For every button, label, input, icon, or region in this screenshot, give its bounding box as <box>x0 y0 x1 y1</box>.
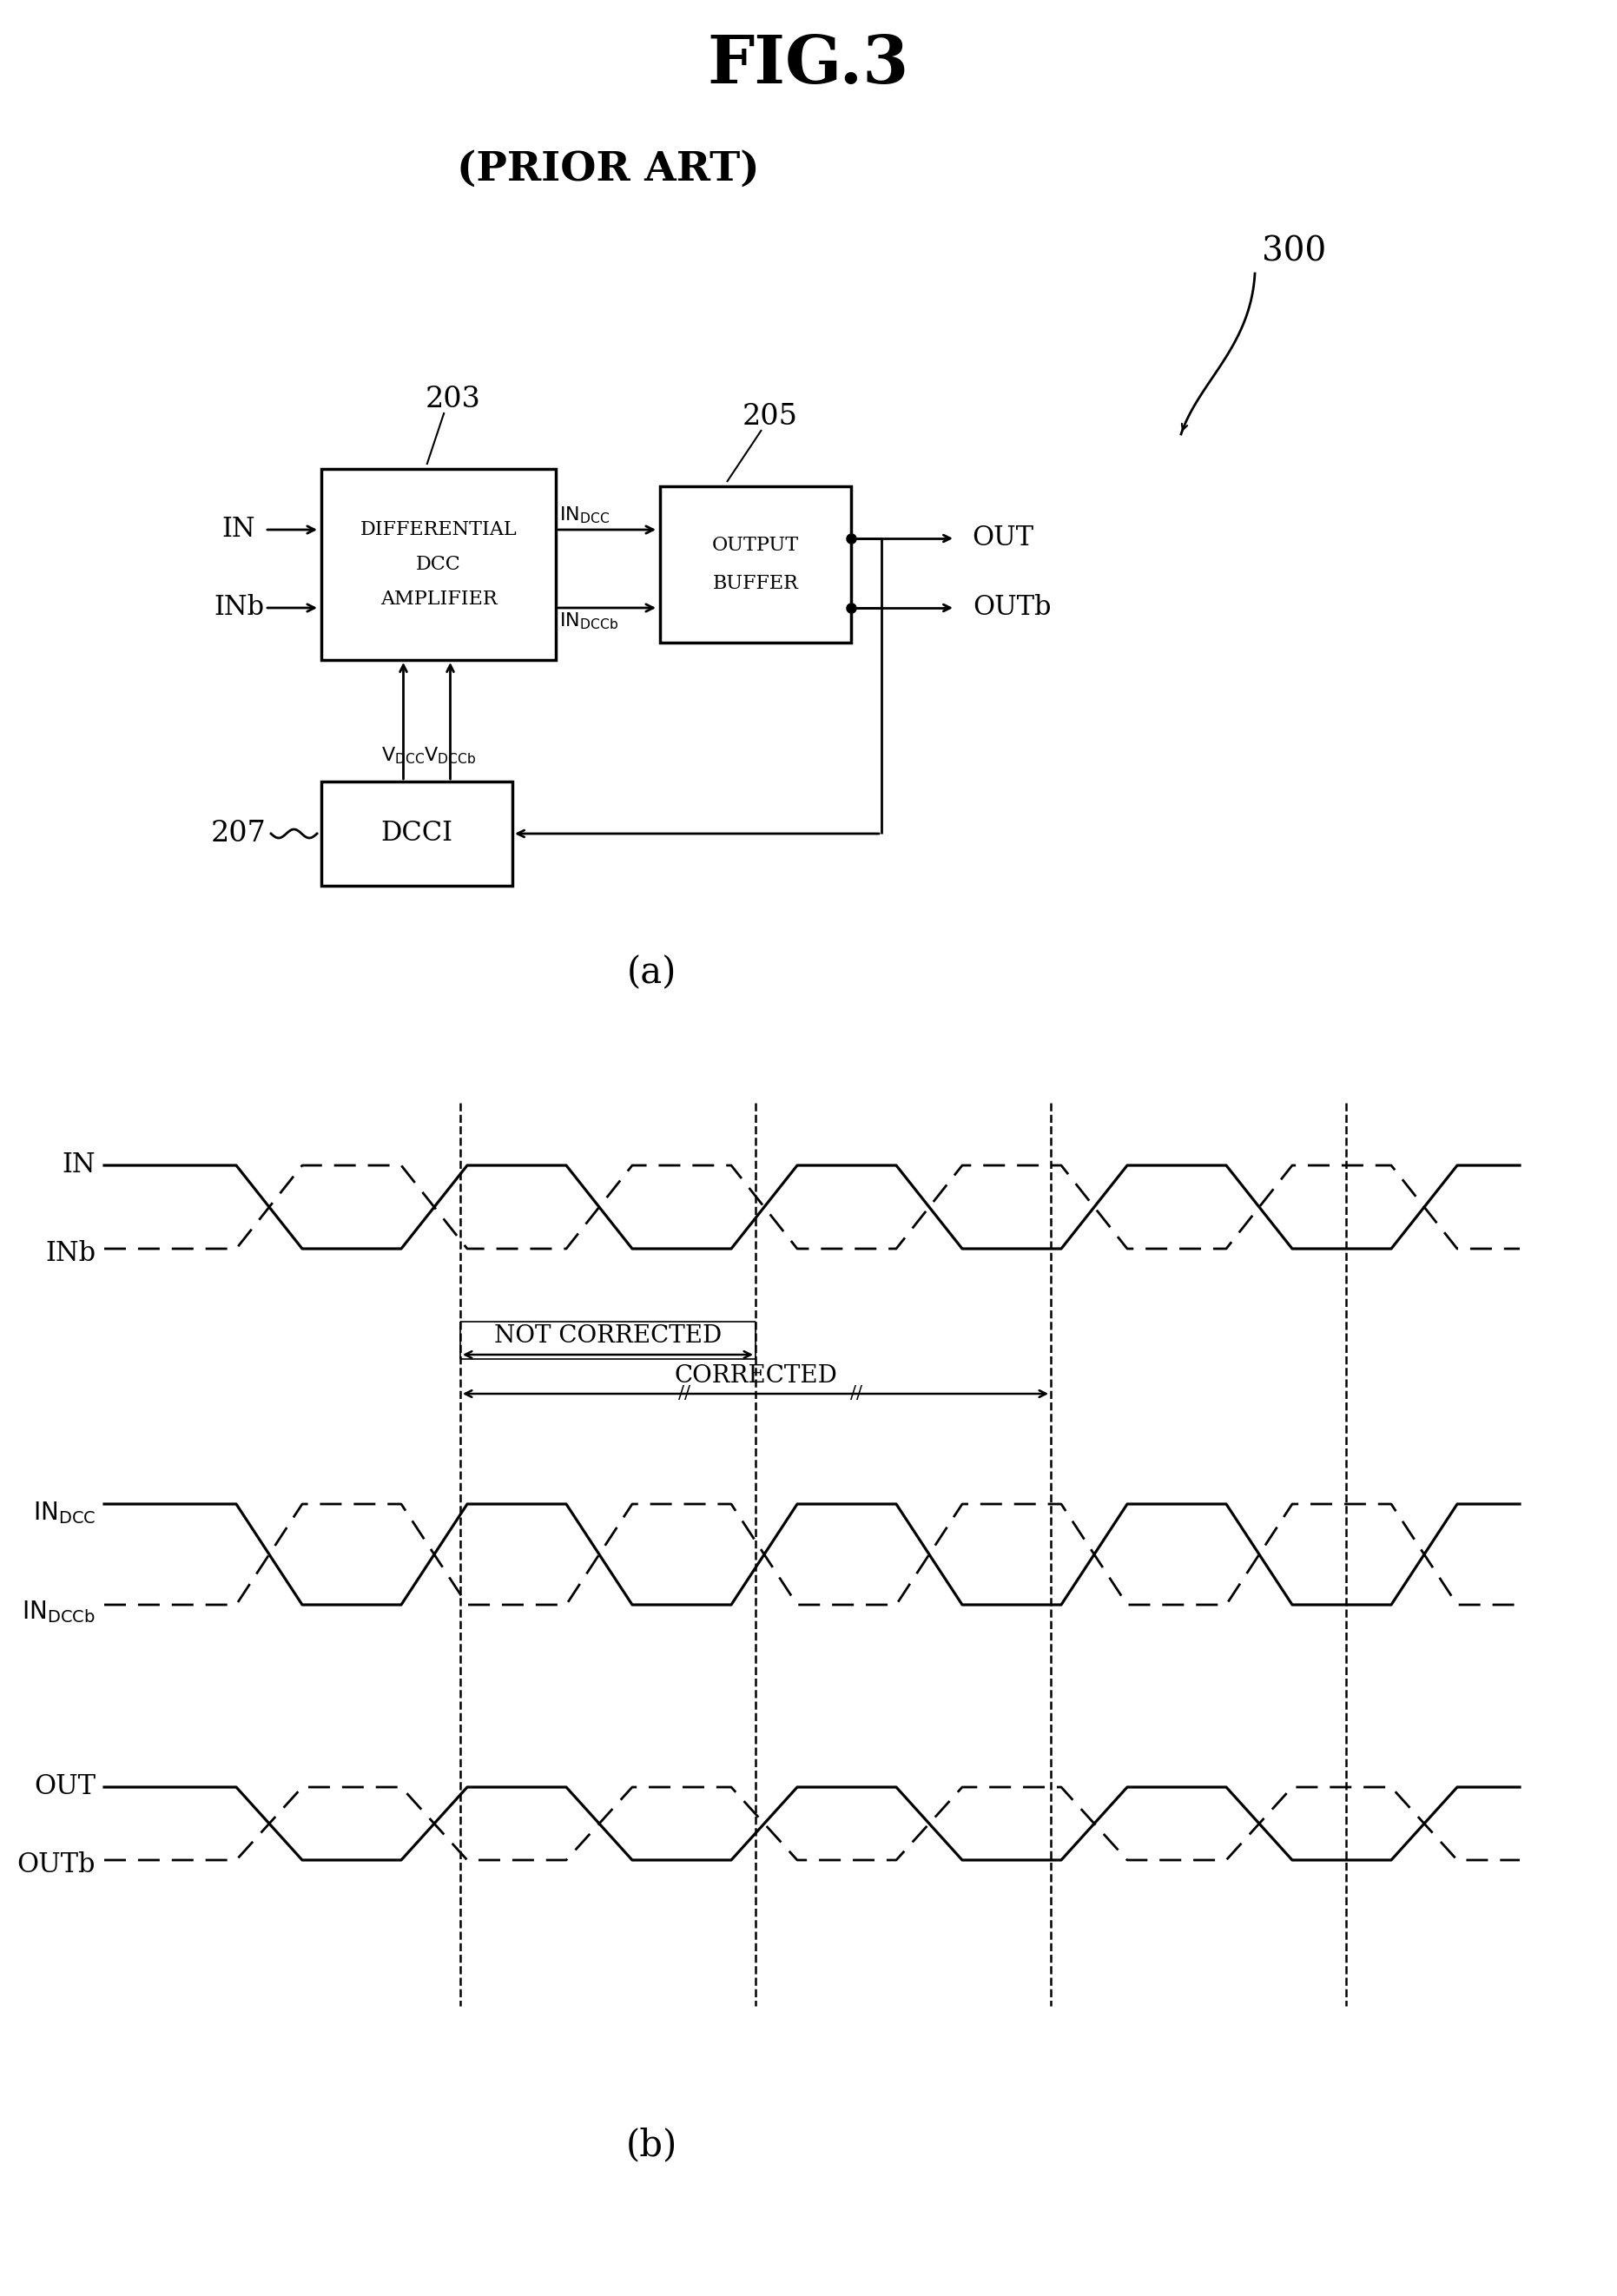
Text: OUT: OUT <box>972 526 1033 551</box>
Text: V$_{\mathregular{DCC}}$: V$_{\mathregular{DCC}}$ <box>382 746 425 767</box>
Text: DCCI: DCCI <box>380 820 453 847</box>
Text: BUFFER: BUFFER <box>713 574 799 592</box>
Text: IN$_{\mathregular{DCCb}}$: IN$_{\mathregular{DCCb}}$ <box>559 611 618 631</box>
Bar <box>322 468 556 659</box>
Text: //: // <box>851 1384 862 1403</box>
Text: DIFFERENTIAL: DIFFERENTIAL <box>361 521 517 540</box>
Bar <box>322 781 513 886</box>
Text: INb: INb <box>213 595 264 622</box>
Text: V$_{\mathregular{DCCb}}$: V$_{\mathregular{DCCb}}$ <box>424 746 477 767</box>
Text: 300: 300 <box>1261 236 1326 269</box>
Text: OUTb: OUTb <box>16 1851 95 1878</box>
Text: 203: 203 <box>425 386 480 413</box>
Text: (b): (b) <box>626 2126 678 2163</box>
Text: IN: IN <box>222 517 255 544</box>
Text: 205: 205 <box>742 402 799 432</box>
Text: 207: 207 <box>212 820 267 847</box>
Text: IN$_{\mathregular{DCCb}}$: IN$_{\mathregular{DCCb}}$ <box>23 1598 95 1626</box>
Text: IN$_{\mathregular{DCC}}$: IN$_{\mathregular{DCC}}$ <box>32 1499 95 1525</box>
Text: (a): (a) <box>626 955 676 992</box>
Text: (PRIOR ART): (PRIOR ART) <box>456 149 760 188</box>
Text: OUTPUT: OUTPUT <box>711 535 799 556</box>
Text: OUT: OUT <box>34 1775 95 1800</box>
Text: //: // <box>679 1384 690 1403</box>
Text: IN$_{\mathregular{DCC}}$: IN$_{\mathregular{DCC}}$ <box>559 505 610 526</box>
Text: DCC: DCC <box>416 556 461 574</box>
Bar <box>660 487 851 643</box>
Text: FIG.3: FIG.3 <box>708 32 909 96</box>
Text: NOT CORRECTED: NOT CORRECTED <box>495 1325 721 1348</box>
Text: OUTb: OUTb <box>972 595 1051 622</box>
Text: INb: INb <box>45 1240 95 1267</box>
Text: AMPLIFIER: AMPLIFIER <box>380 590 496 608</box>
Text: IN: IN <box>61 1153 95 1178</box>
Text: CORRECTED: CORRECTED <box>674 1364 838 1389</box>
